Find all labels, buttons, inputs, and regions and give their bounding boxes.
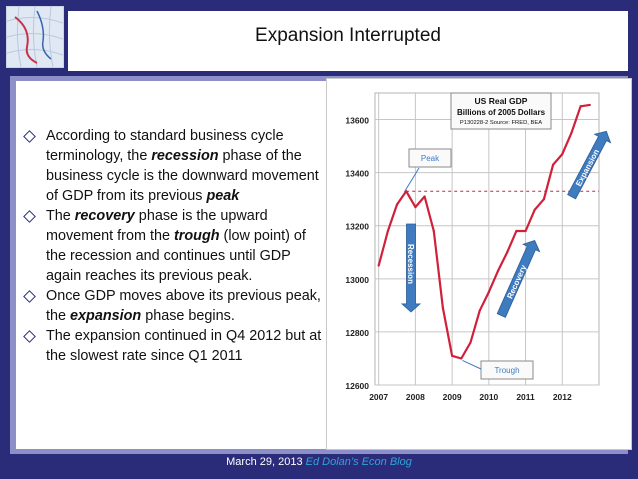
- footer-source: Ed Dolan’s Econ Blog: [305, 456, 412, 468]
- chart-subtitle: Billions of 2005 Dollars: [457, 108, 546, 117]
- trough-callout-pointer: [462, 360, 482, 370]
- gdp-data-point: [524, 229, 527, 233]
- diamond-bullet-icon: [23, 130, 36, 143]
- gdp-data-point: [579, 105, 582, 108]
- gdp-data-point: [469, 341, 472, 344]
- gdp-data-point: [441, 306, 445, 310]
- chart-source: P130228-2 Source: FRED, BEA: [460, 120, 542, 126]
- gdp-data-point: [570, 131, 573, 134]
- bullet-emphasis: recovery: [74, 208, 135, 224]
- chart-title: US Real GDP: [475, 96, 528, 106]
- gdp-data-point: [377, 264, 380, 267]
- x-tick-label: 2012: [553, 392, 572, 402]
- gdp-data-point: [551, 163, 555, 166]
- gdp-data-point: [487, 290, 490, 294]
- x-tick-label: 2009: [443, 392, 462, 402]
- x-tick-label: 2007: [369, 392, 388, 402]
- diamond-bullet-icon: [23, 330, 36, 343]
- gdp-data-point: [478, 309, 481, 312]
- gdp-data-point: [506, 251, 509, 254]
- recession-arrow-label: Recession: [406, 244, 415, 284]
- bullet-emphasis: trough: [173, 228, 220, 244]
- globe-logo-icon: [7, 7, 63, 67]
- x-tick-label: 2011: [516, 392, 535, 402]
- bullet-text: phase is the upward movement from the: [46, 208, 268, 244]
- bullet-text: According to standard business cycle ter…: [46, 128, 284, 164]
- gdp-data-point: [515, 229, 518, 233]
- gdp-data-point: [496, 269, 500, 272]
- gdp-data-point: [460, 357, 463, 360]
- gdp-data-point: [423, 195, 426, 198]
- footer: March 29, 2013 Ed Dolan’s Econ Blog: [0, 456, 638, 468]
- peak-callout-box: [408, 148, 452, 168]
- gdp-data-point: [542, 198, 546, 201]
- gdp-chart-container: 12600 12800 13000 13200 13400 13600 2007 2008 20…: [326, 78, 632, 450]
- y-tick-label: 12800: [345, 328, 369, 338]
- bullet-text: phase of the business cycle is the downw…: [46, 148, 319, 204]
- bullet-text: The expansion continued in Q4 2012 but a…: [46, 328, 322, 364]
- gdp-data-point: [395, 203, 399, 206]
- trough-callout-box: [480, 360, 534, 380]
- gdp-data-point: [432, 229, 435, 233]
- bullet-text: phase begins.: [141, 308, 235, 324]
- y-tick-label: 13000: [345, 275, 369, 285]
- x-tick-label: 2010: [479, 392, 498, 402]
- diamond-bullet-icon: [23, 290, 36, 303]
- gdp-chart: 12600 12800 13000 13200 13400 13600 2007 2008 20…: [345, 92, 612, 402]
- y-tick-label: 13200: [345, 222, 369, 232]
- recession-arrow-shape: [400, 223, 422, 313]
- bullet-emphasis: expansion: [70, 308, 142, 324]
- logo: [6, 6, 64, 68]
- expansion-arrow-shape: [567, 130, 612, 200]
- peak-callout-pointer: [403, 167, 420, 193]
- gdp-data-point: [451, 354, 454, 357]
- recession-arrow: Recession: [400, 223, 422, 313]
- bullet-emphasis: recession: [151, 148, 219, 164]
- bullet-list: According to standard business cycle ter…: [23, 126, 324, 366]
- gdp-data-point: [386, 229, 389, 233]
- gdp-series-line: [377, 103, 590, 360]
- y-tick-label: 12600: [345, 381, 369, 391]
- y-tick-label: 13400: [345, 169, 369, 179]
- footer-date: March 29, 2013: [226, 456, 303, 468]
- bullet-item: The recovery phase is the upward movemen…: [23, 206, 324, 286]
- bullet-text: The: [46, 208, 75, 224]
- title-bar: Expansion Interrupted: [68, 11, 628, 71]
- bullet-item: According to standard business cycle ter…: [23, 126, 324, 206]
- peak-callout-label: Peak: [421, 154, 440, 163]
- gdp-data-point: [414, 206, 417, 209]
- slide-title: Expansion Interrupted: [255, 25, 441, 46]
- bullet-item: Once GDP moves above its previous peak, …: [23, 286, 324, 326]
- diamond-bullet-icon: [23, 210, 36, 223]
- gdp-data-point: [561, 152, 564, 156]
- recovery-arrow-shape: [496, 240, 541, 318]
- bullet-item: The expansion continued in Q4 2012 but a…: [23, 326, 324, 366]
- bullet-text: Once GDP moves above its previous peak, …: [46, 288, 321, 324]
- trough-callout-label: Trough: [494, 366, 519, 375]
- x-tick-label: 2008: [406, 392, 425, 402]
- y-tick-label: 13600: [345, 116, 369, 126]
- chart-title-box: [450, 92, 552, 130]
- bullet-text: (low point) of the recession and continu…: [46, 228, 306, 284]
- bullet-emphasis: peak: [206, 188, 240, 204]
- gdp-data-point: [588, 103, 591, 107]
- gdp-data-point: [533, 208, 536, 211]
